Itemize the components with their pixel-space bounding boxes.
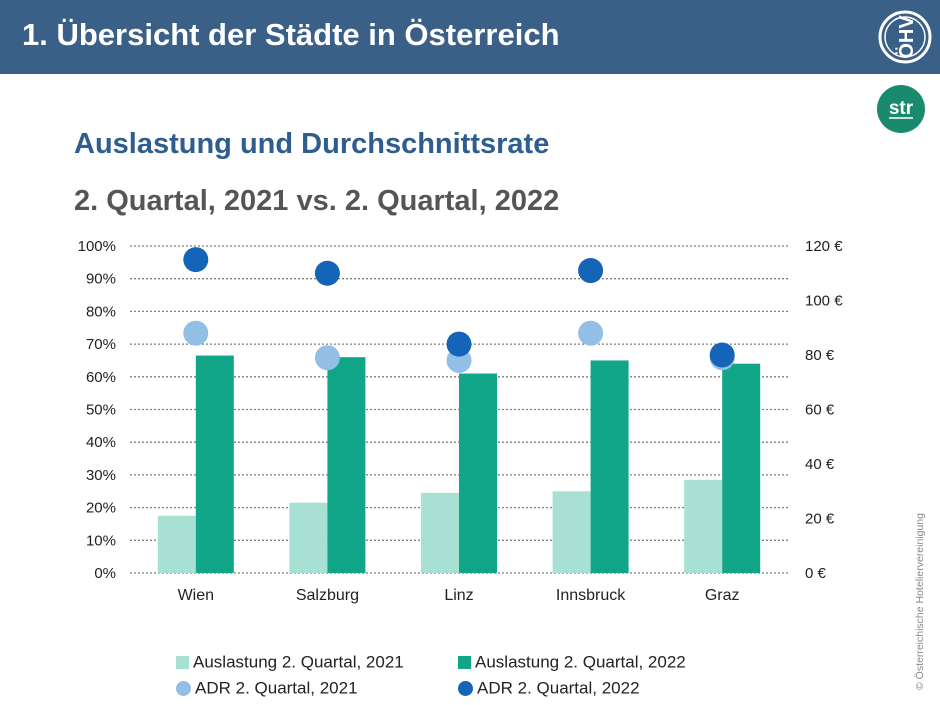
legend-label: ADR 2. Quartal, 2021: [195, 678, 358, 698]
bar-occupancy-2022: [590, 360, 629, 573]
y-right-tick-label: 100 €: [805, 293, 843, 310]
y-left-tick-label: 10%: [86, 532, 116, 549]
legend-item-occ-2021: Auslastung 2. Quartal, 2021: [176, 652, 404, 673]
y-right-tick-label: 40 €: [805, 456, 835, 473]
ohv-logo-icon: ÖHV: [878, 10, 932, 64]
x-tick-label: Innsbruck: [556, 587, 626, 604]
legend-swatch: [458, 656, 471, 670]
bar-occupancy-2021: [157, 515, 196, 573]
combo-chart: 0% 10% 20% 30% 40% 50% 60% 70% 80% 90% 100% 0 € 20 €…: [78, 238, 844, 604]
bar-occupancy-2021: [552, 491, 591, 573]
legend-marker: [458, 681, 473, 697]
y-left-tick-label: 30%: [86, 467, 116, 484]
bar-occupancy-2022: [195, 355, 234, 573]
y-right-tick-label: 20 €: [805, 511, 835, 528]
svg-text:str: str: [889, 98, 914, 119]
bar-occupancy-2022: [327, 357, 366, 573]
bar-occupancy-2021: [289, 502, 328, 573]
str-logo-icon: str: [877, 85, 925, 133]
page-title: 1. Übersicht der Städte in Österreich: [22, 17, 560, 52]
y-left-tick-label: 90%: [86, 271, 116, 288]
legend-label: ADR 2. Quartal, 2022: [477, 678, 640, 698]
y-left-tick-label: 50%: [86, 402, 116, 419]
bar-occupancy-2022: [722, 363, 761, 573]
point-adr-2022: [578, 258, 604, 284]
svg-text:ÖHV: ÖHV: [895, 15, 918, 59]
legend-label: Auslastung 2. Quartal, 2021: [193, 652, 404, 672]
header-bar: 1. Übersicht der Städte in Österreich ÖH…: [0, 0, 940, 74]
y-left-tick-label: 80%: [86, 303, 116, 320]
point-adr-2021: [183, 320, 209, 346]
legend-item-adr-2022: ADR 2. Quartal, 2022: [458, 678, 640, 699]
legend-marker: [176, 681, 191, 697]
y-right-tick-label: 0 €: [805, 565, 827, 582]
x-tick-label: Wien: [178, 587, 214, 604]
legend-label: Auslastung 2. Quartal, 2022: [475, 652, 686, 672]
y-left-tick-label: 40%: [86, 434, 116, 451]
bar-occupancy-2021: [684, 479, 723, 573]
x-tick-label: Graz: [705, 587, 740, 604]
chart-subtitle-2: 2. Quartal, 2021 vs. 2. Quartal, 2022: [74, 185, 560, 217]
point-adr-2021: [578, 320, 604, 346]
bar-occupancy-2021: [421, 492, 459, 573]
y-left-tick-label: 70%: [86, 336, 116, 353]
point-adr-2022: [314, 260, 340, 286]
y-left-tick-label: 60%: [86, 369, 116, 386]
legend-item-adr-2021: ADR 2. Quartal, 2021: [176, 678, 358, 699]
y-left-tick-label: 20%: [86, 500, 116, 517]
y-left-tick-label: 100%: [78, 238, 116, 255]
y-right-tick-label: 80 €: [805, 347, 835, 364]
chart-subtitle-1: Auslastung und Durchschnittsrate: [74, 128, 550, 160]
point-adr-2022: [709, 342, 735, 368]
point-adr-2022: [183, 247, 209, 273]
legend-item-occ-2022: Auslastung 2. Quartal, 2022: [458, 652, 686, 673]
bar-occupancy-2022: [459, 373, 497, 573]
x-tick-label: Linz: [444, 587, 473, 604]
y-right-tick-label: 120 €: [805, 238, 843, 255]
point-adr-2022: [446, 331, 472, 357]
copyright-note: © Österreichische Hoteliervereinigung: [914, 513, 926, 690]
y-left-tick-label: 0%: [94, 565, 116, 582]
legend-swatch: [176, 656, 189, 670]
x-tick-label: Salzburg: [296, 587, 359, 604]
y-right-tick-label: 60 €: [805, 402, 835, 419]
point-adr-2021: [314, 345, 340, 371]
chart-legend: Auslastung 2. Quartal, 2021 Auslastung 2…: [176, 652, 736, 700]
